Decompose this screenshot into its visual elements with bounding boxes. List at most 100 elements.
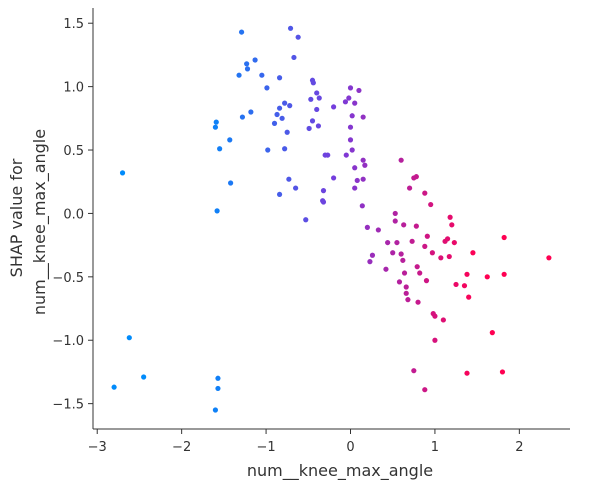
data-point	[398, 157, 404, 163]
data-point	[213, 119, 219, 125]
data-point	[352, 100, 358, 106]
data-point	[398, 251, 404, 257]
data-point	[501, 234, 507, 241]
x-tick-label: −3	[88, 440, 107, 455]
data-point	[244, 66, 251, 72]
y-axis-title-line-1: SHAP value for	[7, 158, 26, 277]
data-points	[111, 25, 552, 413]
data-point	[309, 118, 316, 124]
data-point	[308, 96, 314, 102]
data-point	[470, 250, 476, 256]
data-point	[347, 137, 354, 143]
data-point	[451, 239, 457, 246]
data-point	[236, 72, 242, 78]
data-point	[212, 124, 219, 130]
data-point	[347, 124, 354, 130]
data-point	[501, 271, 507, 277]
data-point	[546, 255, 552, 261]
data-point	[228, 180, 234, 186]
data-point	[414, 264, 420, 270]
data-point	[464, 370, 470, 376]
data-point	[446, 253, 452, 260]
data-point	[364, 224, 370, 230]
x-tick-label: −2	[172, 440, 191, 455]
data-point	[316, 95, 322, 101]
data-point	[447, 214, 453, 220]
data-point	[403, 284, 409, 290]
data-point	[331, 104, 337, 110]
data-point	[352, 185, 358, 191]
data-point	[212, 407, 219, 413]
data-point	[392, 210, 398, 217]
data-point	[276, 75, 283, 81]
data-point	[415, 299, 421, 305]
y-tick-label: −0.5	[52, 271, 84, 286]
data-point	[119, 170, 126, 176]
data-point	[422, 243, 428, 249]
data-point	[349, 113, 355, 119]
data-point	[392, 218, 398, 224]
data-point	[259, 72, 265, 78]
data-point	[271, 120, 278, 126]
data-point	[347, 85, 354, 91]
data-point	[423, 278, 430, 284]
data-point	[287, 103, 293, 109]
data-point	[369, 252, 376, 258]
data-point	[314, 106, 320, 113]
data-point	[126, 335, 132, 341]
data-point	[417, 270, 423, 276]
data-point	[461, 283, 468, 289]
data-point	[287, 25, 294, 31]
data-point	[264, 85, 270, 91]
data-point	[331, 175, 337, 181]
x-tick-label: 1	[431, 440, 439, 455]
y-tick-label: −1.5	[52, 398, 84, 413]
data-point	[401, 222, 407, 228]
data-point	[432, 313, 438, 319]
data-point	[360, 176, 366, 182]
data-point	[406, 185, 413, 191]
data-point	[248, 109, 254, 115]
data-point	[409, 238, 415, 244]
data-point	[383, 266, 389, 272]
y-tick-label: 1.0	[63, 81, 84, 96]
x-tick-label: 2	[515, 440, 523, 455]
data-point	[499, 369, 506, 375]
data-point	[464, 271, 470, 277]
data-point	[484, 274, 490, 280]
data-point	[111, 384, 117, 390]
data-point	[227, 137, 233, 143]
data-point	[359, 203, 365, 209]
data-point	[325, 152, 331, 158]
data-point	[429, 250, 435, 256]
data-point	[440, 317, 446, 323]
data-point	[394, 239, 400, 246]
y-tick-label: −1.0	[52, 334, 84, 349]
data-point	[360, 157, 366, 163]
data-point	[238, 29, 245, 35]
data-point	[265, 147, 271, 153]
x-tick-label: 0	[346, 440, 354, 455]
data-point	[314, 90, 320, 96]
y-tick-label: 0.5	[63, 144, 84, 159]
y-axis-title-line-2: num__knee_max_angle	[30, 129, 50, 315]
data-point	[215, 375, 221, 381]
x-tick-label: −1	[256, 440, 275, 455]
data-point	[276, 191, 283, 198]
data-point	[413, 223, 419, 229]
data-point	[367, 259, 373, 265]
data-point	[346, 95, 352, 101]
data-point	[141, 374, 147, 380]
data-point	[375, 227, 381, 233]
data-point	[282, 100, 288, 106]
data-point	[284, 129, 290, 135]
data-point	[396, 279, 403, 285]
data-point	[438, 255, 444, 261]
data-point	[303, 217, 309, 223]
data-point	[352, 165, 358, 171]
data-point	[362, 162, 368, 168]
data-point	[403, 290, 409, 296]
data-point	[215, 385, 221, 392]
data-point	[252, 57, 258, 63]
data-point	[315, 123, 322, 129]
